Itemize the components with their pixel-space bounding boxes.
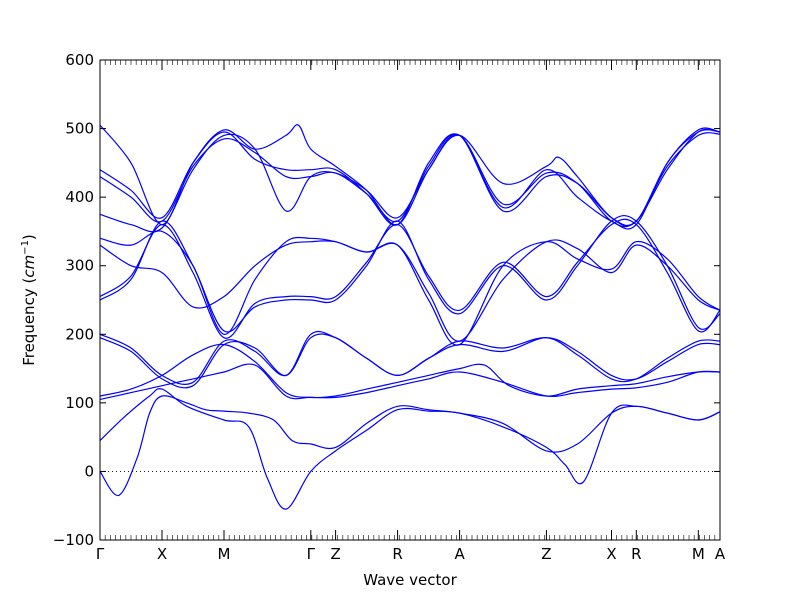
x-tick-label: Z — [330, 545, 340, 563]
band-line-3 — [99, 363, 721, 400]
y-axis-label-text: Frequency — [20, 288, 38, 366]
x-tick-label: X — [157, 545, 167, 563]
y-tick-label: −100 — [53, 531, 94, 549]
y-axis-label: Frequency (cm−1) — [20, 234, 38, 366]
x-tick-label: A — [454, 545, 465, 563]
y-axis-label-unit-exponent: −1 — [20, 240, 31, 255]
x-tick-label: Γ — [96, 545, 105, 563]
band-line-14 — [99, 124, 721, 227]
y-tick-label: 300 — [65, 257, 94, 275]
y-tick-label: 400 — [65, 188, 94, 206]
phonon-bands — [99, 124, 721, 510]
y-tick-label: 600 — [65, 51, 94, 69]
band-line-2 — [99, 388, 721, 510]
y-axis-label-paren-open: ( — [20, 278, 38, 289]
x-axis-label: Wave vector — [363, 571, 457, 589]
y-tick-label: 100 — [65, 394, 94, 412]
x-tick-label: X — [606, 545, 616, 563]
y-axis-ticks: −100 0 100 200 300 400 500 600 — [53, 51, 720, 549]
band-line-4 — [99, 343, 721, 399]
y-tick-label: 200 — [65, 325, 94, 343]
band-line-9 — [99, 239, 721, 342]
band-line-1 — [99, 395, 721, 497]
plot-decorations — [99, 60, 721, 540]
band-line-10 — [99, 230, 721, 346]
x-tick-label: M — [692, 545, 705, 563]
y-tick-label: 500 — [65, 120, 94, 138]
x-tick-label: R — [392, 545, 402, 563]
x-tick-label: A — [715, 545, 726, 563]
band-line-6 — [99, 333, 721, 389]
x-tick-label: M — [218, 545, 231, 563]
band-line-5 — [99, 330, 721, 386]
band-line-13 — [99, 129, 721, 230]
y-axis-label-unit: cm — [20, 255, 38, 278]
y-axis-label-paren-close: ) — [20, 234, 38, 240]
band-line-12 — [99, 132, 721, 227]
x-tick-label: Γ — [307, 545, 316, 563]
plot-frame — [99, 59, 721, 541]
x-tick-label: Z — [541, 545, 551, 563]
x-tick-label: R — [631, 545, 641, 563]
y-tick-label: 0 — [84, 462, 94, 480]
